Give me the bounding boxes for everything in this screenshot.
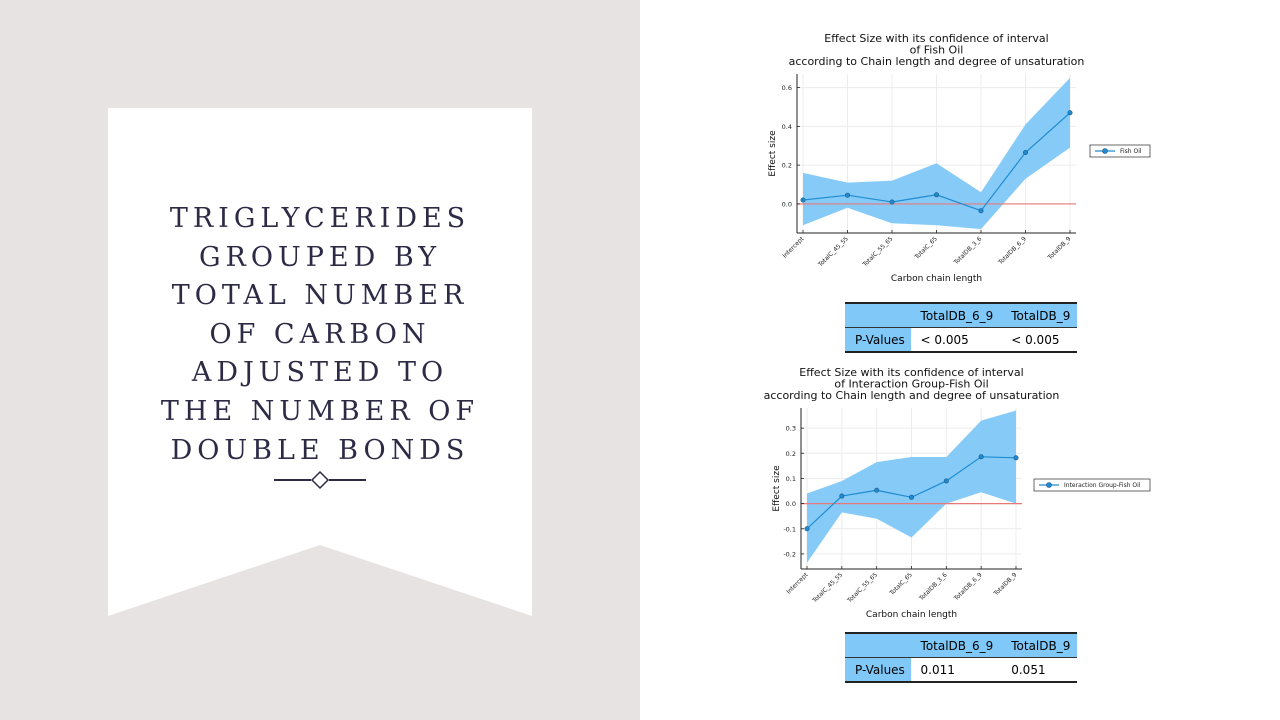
x-tick-label: TotalC_55_65 [846,571,880,605]
data-point [839,493,845,499]
legend-marker [1102,148,1108,154]
chart-title-line: Effect Size with its confidence of inter… [799,366,1023,379]
table-header-cell: TotalDB_9 [1001,632,1077,658]
y-tick-label: 0.2 [782,162,792,170]
p-value-cell: < 0.005 [910,327,1002,353]
confidence-band [807,410,1016,563]
x-tick-label: TotalDB_9 [992,571,1019,598]
table-row: P-Values < 0.005 < 0.005 [845,327,1077,353]
table-header-cell: TotalDB_6_9 [910,302,1002,328]
y-tick-label: 0.0 [782,200,792,208]
x-tick-label: TotalC_65 [888,571,914,597]
y-axis-label: Effect size [768,130,778,177]
chart-title-line: of Interaction Group-Fish Oil [834,378,988,391]
y-tick-label: 0.4 [782,123,792,131]
row-label: P-Values [845,657,911,683]
data-point [978,208,984,214]
data-point [874,487,880,493]
diamond-divider-icon [274,470,366,490]
table-header-row: TotalDB_6_9 TotalDB_9 [845,302,1077,328]
x-axis-label: Carbon chain length [866,610,957,620]
legend-box [1089,144,1151,158]
chart-title-line: Effect Size with its confidence of inter… [824,32,1048,45]
data-point [1067,110,1073,116]
title-banner [108,108,532,616]
p-value-cell: < 0.005 [1001,327,1077,353]
chart-title-line: of Fish Oil [910,44,964,57]
y-tick-label: 0.6 [782,84,792,92]
data-point [1013,455,1019,461]
data-point [943,478,949,484]
data-point [1022,150,1028,156]
x-tick-label: Intercept [781,235,806,260]
data-point [845,192,851,198]
chart-title-line: according to Chain length and degree of … [789,55,1085,68]
x-tick-label: TotalDB_6_9 [952,571,984,603]
x-tick-label: TotalDB_6_9 [997,235,1029,267]
legend-box [1033,478,1151,492]
y-axis-label: Effect size [772,465,782,512]
p-value-cell: 0.051 [1001,657,1077,683]
confidence-band [803,77,1070,230]
y-tick-label: 0.1 [786,475,796,483]
data-point [800,197,806,203]
table-header-cell [845,302,911,328]
chart-title: Effect Size with its confidence of inter… [789,32,1085,68]
data-point [934,192,940,198]
data-point [909,494,915,500]
table-header-row: TotalDB_6_9 TotalDB_9 [845,632,1077,658]
p-value-cell: 0.011 [910,657,1002,683]
y-tick-label: -0.2 [783,550,796,558]
y-tick-label: 0.2 [786,450,796,458]
data-point [978,454,984,460]
data-point [804,526,810,532]
chart-title: Effect Size with its confidence of inter… [764,366,1060,402]
legend: Interaction Group-Fish Oil [1033,478,1151,492]
x-tick-label: Intercept [785,571,810,596]
fish-oil-chart: Effect Size with its confidence of inter… [768,32,1151,284]
x-axis-label: Carbon chain length [891,274,982,284]
x-tick-label: TotalDB_9 [1046,235,1073,262]
fish-oil-pvalue-table: TotalDB_6_9 TotalDB_9 P-Values < 0.005 <… [845,302,1077,353]
chart-title-line: according to Chain length and degree of … [764,389,1060,402]
x-tick-label: TotalDB_3_6 [917,571,949,603]
slide-title: TRIGLYCERIDES GROUPED BY TOTAL NUMBER OF… [160,203,480,466]
legend-label: Interaction Group-Fish Oil [1064,482,1141,489]
y-tick-label: 0.0 [786,500,796,508]
interaction-chart: Effect Size with its confidence of inter… [764,366,1151,620]
table-row: P-Values 0.011 0.051 [845,657,1077,683]
y-tick-label: -0.1 [783,525,796,533]
legend: Fish Oil [1089,144,1151,158]
interaction-pvalue-table: TotalDB_6_9 TotalDB_9 P-Values 0.011 0.0… [845,632,1077,683]
table-header-cell: TotalDB_6_9 [910,632,1002,658]
x-tick-label: TotalDB_3_6 [952,235,984,267]
x-tick-label: TotalC_45_55 [816,235,850,269]
x-tick-label: TotalC_45_55 [811,571,845,605]
x-tick-label: TotalC_55_65 [861,235,895,269]
x-tick-label: TotalC_65 [913,235,939,261]
y-tick-label: 0.3 [786,425,796,433]
legend-label: Fish Oil [1120,148,1142,155]
legend-marker [1046,482,1052,488]
table-header-cell: TotalDB_9 [1001,302,1077,328]
table-header-cell [845,632,911,658]
data-point [889,199,895,205]
row-label: P-Values [845,327,911,353]
